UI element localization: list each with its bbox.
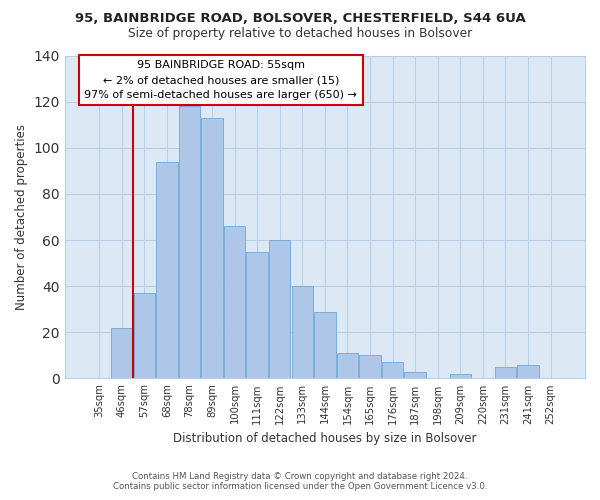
Bar: [202, 118, 223, 378]
Bar: [292, 286, 313, 378]
Bar: [179, 106, 200, 378]
Bar: [224, 226, 245, 378]
Bar: [495, 367, 516, 378]
Bar: [247, 252, 268, 378]
Text: Size of property relative to detached houses in Bolsover: Size of property relative to detached ho…: [128, 28, 472, 40]
Bar: [156, 162, 178, 378]
Bar: [314, 312, 335, 378]
Text: 95 BAINBRIDGE ROAD: 55sqm
← 2% of detached houses are smaller (15)
97% of semi-d: 95 BAINBRIDGE ROAD: 55sqm ← 2% of detach…: [85, 60, 357, 100]
Bar: [134, 293, 155, 378]
Text: 95, BAINBRIDGE ROAD, BOLSOVER, CHESTERFIELD, S44 6UA: 95, BAINBRIDGE ROAD, BOLSOVER, CHESTERFI…: [74, 12, 526, 26]
X-axis label: Distribution of detached houses by size in Bolsover: Distribution of detached houses by size …: [173, 432, 476, 445]
Bar: [404, 372, 426, 378]
Bar: [359, 356, 381, 378]
Bar: [111, 328, 133, 378]
Bar: [517, 364, 539, 378]
Y-axis label: Number of detached properties: Number of detached properties: [15, 124, 28, 310]
Text: Contains HM Land Registry data © Crown copyright and database right 2024.
Contai: Contains HM Land Registry data © Crown c…: [113, 472, 487, 491]
Bar: [269, 240, 290, 378]
Bar: [337, 353, 358, 378]
Bar: [449, 374, 471, 378]
Bar: [382, 362, 403, 378]
